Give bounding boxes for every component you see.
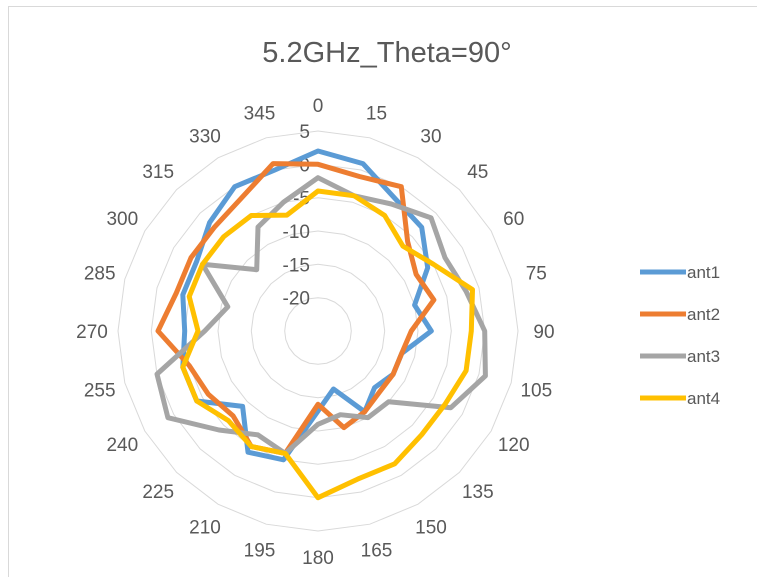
angle-label-150: 150 — [415, 518, 447, 539]
angle-label-30: 30 — [420, 126, 441, 147]
grid-ring-3 — [217, 230, 419, 432]
r-tick-label-1: -15 — [283, 255, 310, 276]
r-tick-label-2: -10 — [283, 222, 310, 243]
angle-label-90: 90 — [533, 322, 554, 343]
angle-labels: 0 15 30 45 60 75 90 105 120 135 150 165 180 195 210 225… — [76, 96, 554, 569]
angle-label-240: 240 — [106, 435, 138, 456]
angle-label-315: 315 — [142, 162, 174, 183]
legend-label-ant1: ant1 — [687, 263, 720, 282]
series-lines — [154, 148, 488, 501]
angle-label-165: 165 — [361, 540, 393, 561]
series-line-ant4 — [180, 188, 475, 501]
angle-label-60: 60 — [503, 209, 524, 230]
legend-label-ant2: ant2 — [687, 305, 720, 324]
legend-label-ant4: ant4 — [687, 389, 720, 408]
angle-label-180: 180 — [302, 548, 334, 569]
angle-label-135: 135 — [462, 482, 494, 503]
angle-label-225: 225 — [142, 482, 174, 503]
angle-label-120: 120 — [498, 435, 530, 456]
chart-frame — [8, 6, 757, 577]
angle-label-0: 0 — [313, 96, 324, 117]
angle-label-105: 105 — [520, 381, 552, 402]
grid-ring-6 — [117, 130, 519, 532]
angle-label-330: 330 — [189, 126, 221, 147]
angle-label-210: 210 — [189, 518, 221, 539]
angle-label-270: 270 — [76, 322, 108, 343]
r-tick-label-5: 5 — [299, 122, 310, 143]
angle-label-345: 345 — [244, 104, 276, 125]
angle-label-15: 15 — [366, 104, 387, 125]
angle-label-285: 285 — [84, 264, 116, 285]
r-tick-label-0: -20 — [283, 289, 310, 310]
angle-label-255: 255 — [84, 381, 116, 402]
grid-ring-2 — [250, 263, 386, 399]
angle-label-75: 75 — [526, 264, 547, 285]
legend-label-ant3: ant3 — [687, 347, 720, 366]
angle-label-195: 195 — [244, 540, 276, 561]
legend: ant1 ant2 ant3 ant4 — [640, 263, 720, 408]
angle-label-300: 300 — [106, 209, 138, 230]
grid-ring-1 — [284, 297, 352, 365]
chart-title: 5.2GHz_Theta=90° — [262, 37, 511, 69]
series-line-ant1 — [180, 148, 434, 463]
angle-label-45: 45 — [467, 162, 488, 183]
series-line-ant2 — [155, 161, 437, 456]
